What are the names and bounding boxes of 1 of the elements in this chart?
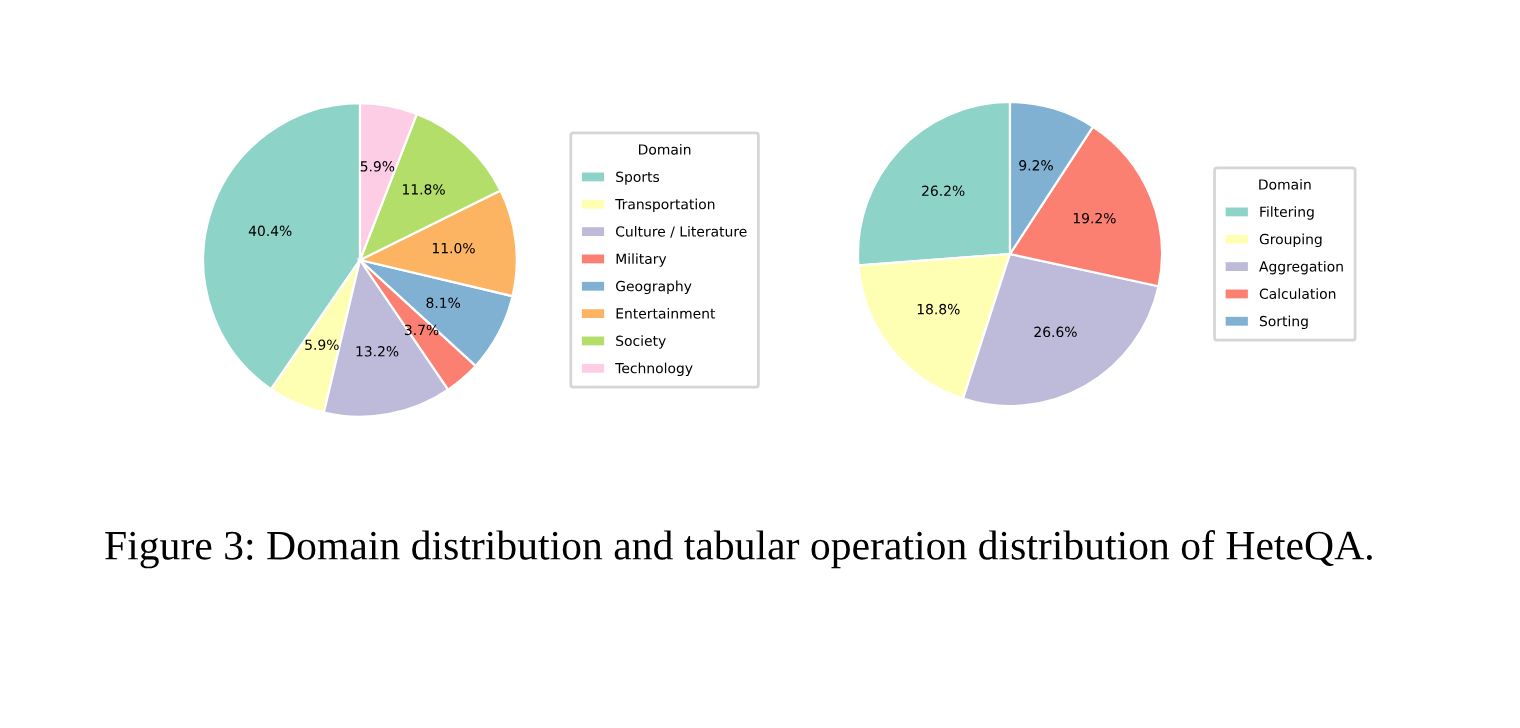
caption: Figure 3: Domain distribution and tabular operation distribution of HeteQA. [105, 530, 1372, 569]
